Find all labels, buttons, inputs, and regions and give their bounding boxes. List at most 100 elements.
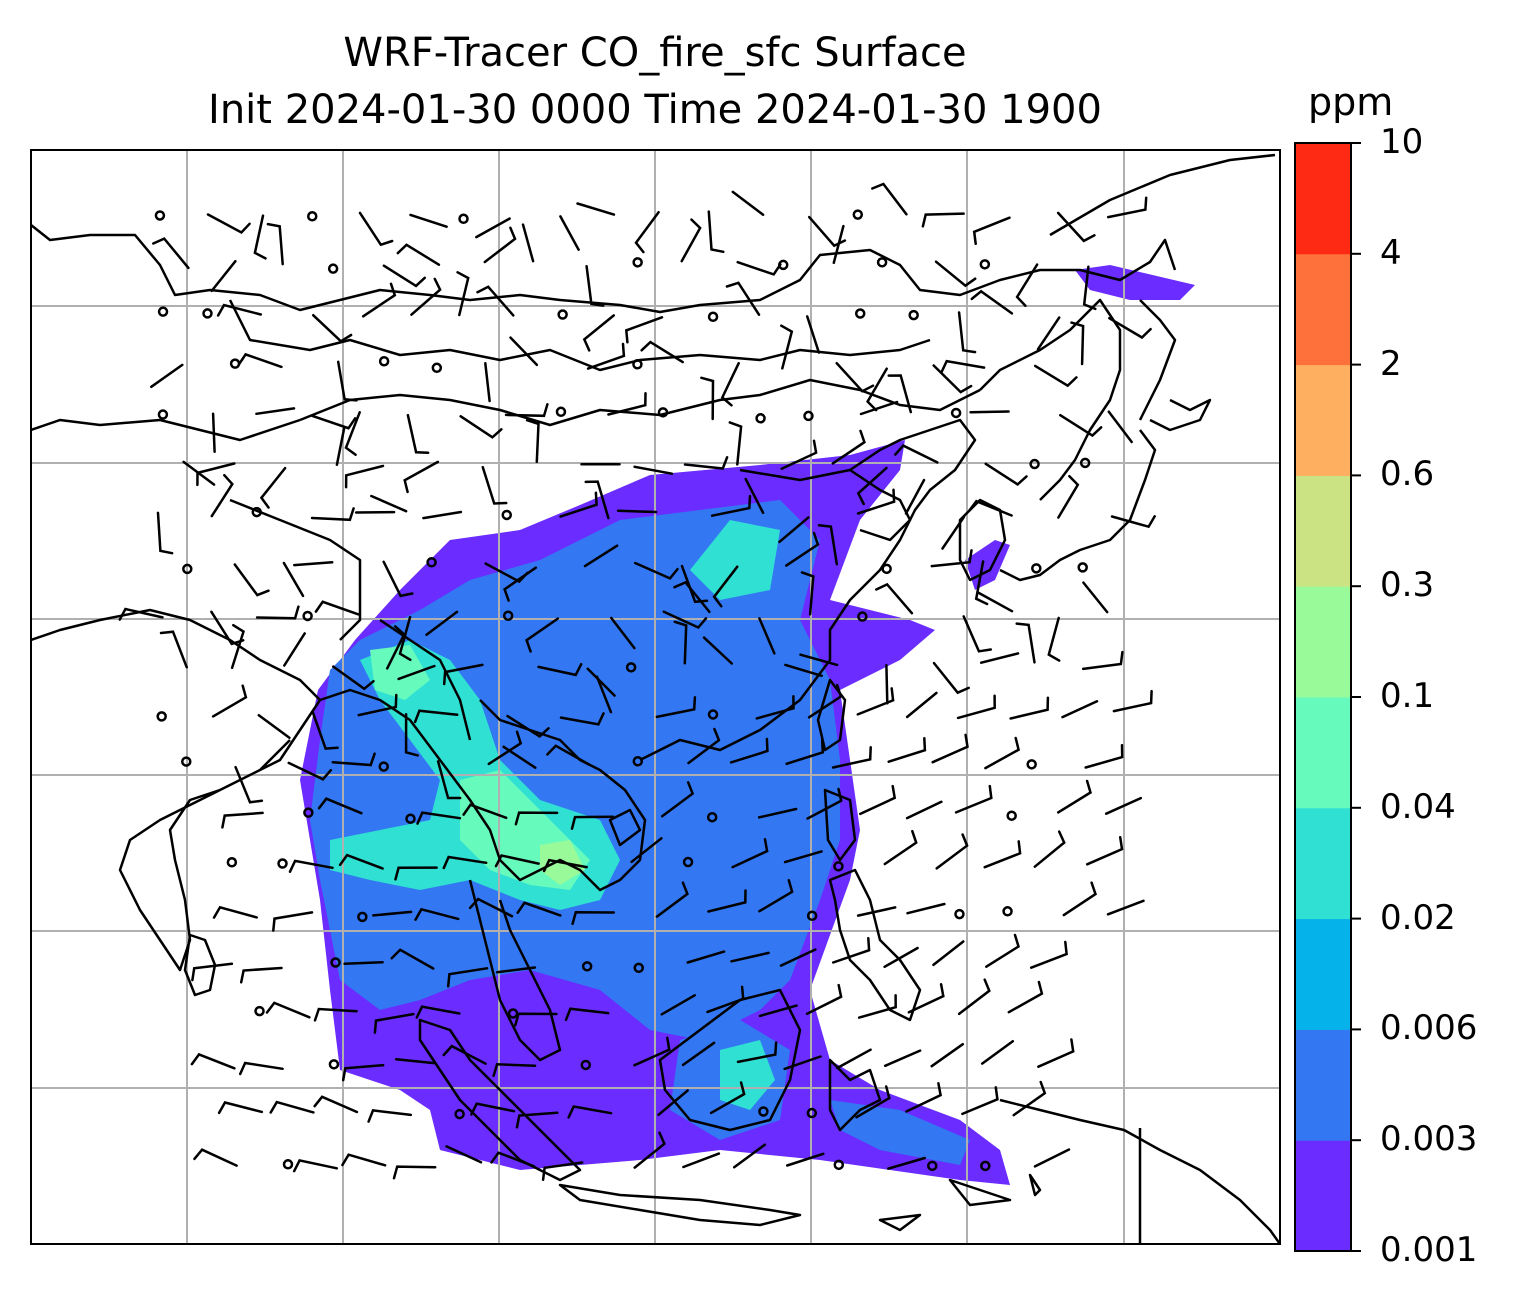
colorbar-segment xyxy=(1295,364,1351,476)
wind-barb xyxy=(954,784,993,814)
calm-wind-marker xyxy=(357,911,368,923)
wind-barb xyxy=(673,620,688,665)
colorbar-segment xyxy=(1295,143,1351,255)
wind-barb xyxy=(1062,881,1097,917)
wind-barb xyxy=(504,403,549,418)
calm-wind-marker xyxy=(330,957,341,968)
wind-barb xyxy=(150,363,184,389)
wind-barb xyxy=(856,687,895,716)
wind-barb xyxy=(1081,650,1124,671)
calm-wind-marker xyxy=(979,259,991,270)
wind-barb xyxy=(940,359,986,374)
wind-barb xyxy=(779,948,817,967)
wind-barb xyxy=(962,615,993,653)
wind-barb xyxy=(883,1049,922,1068)
calm-wind-marker xyxy=(852,209,864,220)
calm-wind-marker xyxy=(303,807,314,818)
colorbar-segment xyxy=(1295,253,1351,366)
wind-barb xyxy=(780,439,818,470)
calm-wind-marker xyxy=(580,1059,592,1071)
wind-barb xyxy=(736,260,782,276)
wind-barb xyxy=(932,364,973,394)
wind-barb xyxy=(1036,316,1061,351)
wind-barb xyxy=(894,444,939,464)
wind-barb xyxy=(212,905,258,919)
wind-barb xyxy=(800,571,815,616)
wind-barb xyxy=(887,736,927,763)
wind-barb xyxy=(361,282,397,318)
wind-barb xyxy=(255,407,296,416)
calm-wind-marker xyxy=(405,813,416,824)
wind-barb xyxy=(406,413,430,455)
wind-barb xyxy=(211,412,216,453)
wind-barb xyxy=(907,983,945,1014)
co-fire-field xyxy=(300,265,1195,1185)
coast-srilanka xyxy=(183,933,217,997)
calm-wind-marker xyxy=(378,356,390,367)
wind-barb xyxy=(521,223,535,263)
wind-barb xyxy=(514,811,559,826)
wind-barb xyxy=(707,889,747,913)
wind-barb xyxy=(425,610,459,636)
wind-barb xyxy=(456,271,470,317)
wind-barb xyxy=(731,838,769,869)
wind-barb xyxy=(1107,410,1133,444)
calm-wind-marker xyxy=(1031,563,1042,574)
coast-sakhalin xyxy=(1138,299,1177,421)
wind-barb xyxy=(583,544,619,568)
wind-barb xyxy=(984,462,1028,486)
wind-barb xyxy=(332,665,375,691)
wind-barb xyxy=(436,760,462,800)
wind-barb xyxy=(193,1148,238,1167)
wind-barb xyxy=(314,600,360,616)
wind-barb xyxy=(984,736,1021,770)
wind-barb xyxy=(1015,622,1036,664)
wind-barb xyxy=(974,560,989,606)
wind-barb xyxy=(216,303,263,317)
wind-barb xyxy=(904,478,926,515)
wind-barb xyxy=(980,1039,1015,1065)
wind-barb xyxy=(972,216,1011,246)
colorbar-tick-label: 0.003 xyxy=(1380,1119,1478,1160)
calm-wind-marker xyxy=(502,610,514,621)
wind-barb xyxy=(481,465,508,505)
colorbar-tick-label: 0.02 xyxy=(1380,897,1456,938)
wind-barb xyxy=(1037,1038,1075,1068)
wind-barb xyxy=(709,1081,746,1115)
wind-barb xyxy=(396,243,441,266)
wind-barb xyxy=(514,1012,558,1027)
wind-barb xyxy=(394,866,438,881)
calm-wind-marker xyxy=(157,409,169,420)
wind-barb xyxy=(686,950,726,964)
wind-barb xyxy=(616,509,658,514)
calm-wind-marker xyxy=(833,1159,845,1171)
wind-barb xyxy=(758,1004,798,1018)
wind-barb xyxy=(311,313,353,343)
wind-barb xyxy=(956,694,996,720)
wind-barb xyxy=(702,636,734,665)
wind-barb xyxy=(871,182,908,216)
wind-barb xyxy=(831,746,872,769)
wind-barb xyxy=(1106,196,1148,219)
wind-barb xyxy=(1059,413,1103,438)
calm-wind-marker xyxy=(378,761,389,772)
calm-wind-marker xyxy=(833,861,844,872)
wind-barb xyxy=(341,1063,385,1082)
wind-barbs xyxy=(118,182,1156,1181)
coast-india xyxy=(31,608,322,972)
calm-wind-marker xyxy=(806,1107,818,1119)
co-field-high-west xyxy=(370,645,430,700)
wind-barb xyxy=(780,324,794,370)
wind-barb xyxy=(313,1007,358,1022)
wind-barb xyxy=(657,1089,689,1117)
wind-barb xyxy=(610,616,636,650)
wind-barb xyxy=(403,460,440,494)
wind-barb xyxy=(234,765,264,804)
coast-hokkaido xyxy=(1149,398,1212,432)
coast-sumatra xyxy=(418,1018,582,1182)
co-field-low-east xyxy=(830,1100,970,1165)
wind-barb xyxy=(492,1063,537,1078)
colorbar-tick-label: 0.1 xyxy=(1380,676,1435,716)
wind-barb xyxy=(883,829,918,866)
calm-wind-marker xyxy=(777,259,789,271)
